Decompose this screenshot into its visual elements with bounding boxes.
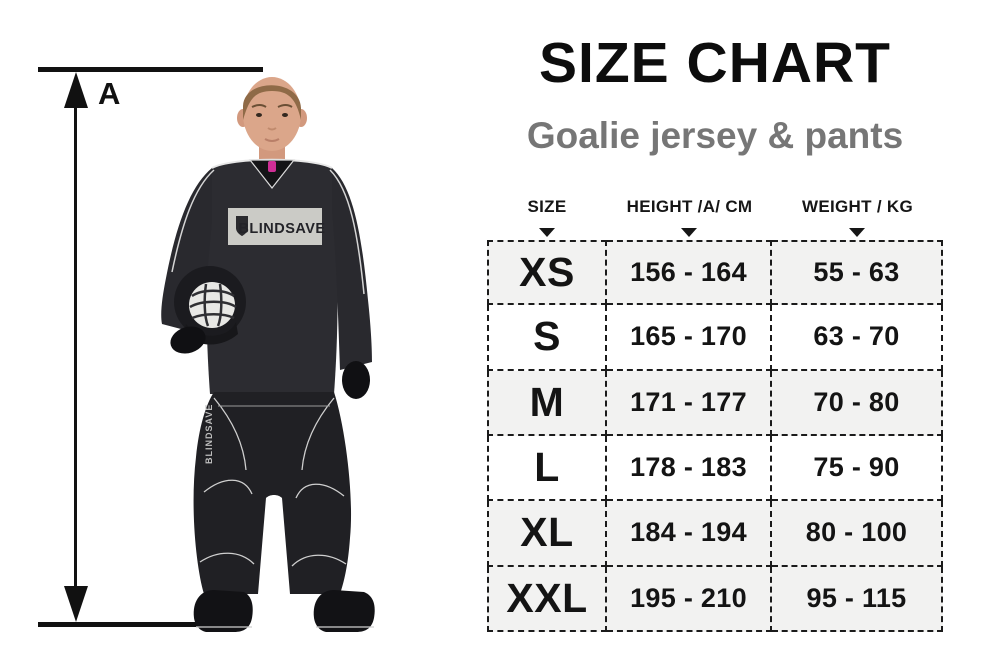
arrow-down-icon [64,586,88,622]
arrow-up-icon [64,72,88,108]
measure-bottom-line [38,622,216,627]
glove-left [342,361,370,399]
height-cell: 165 - 170 [607,305,772,371]
glove-right [170,326,206,354]
jersey-logo-text: BLINDSAVE [238,221,325,237]
collar-brand-icon [268,161,276,172]
weight-cell: 80 - 100 [772,501,943,567]
page-subtitle: Goalie jersey & pants [526,115,904,156]
size-cell: XS [487,240,607,306]
pants: BLINDSAVE [193,392,352,594]
column-header-height: HEIGHT /A/ CM [626,197,753,216]
shield-icon [236,216,248,236]
column-header-size: SIZE [527,197,567,216]
column-pointer-icon [539,228,555,237]
size-cell: XXL [487,566,607,632]
height-cell: 184 - 194 [607,501,772,567]
height-cell: 156 - 164 [607,240,772,306]
weight-cell: 95 - 115 [772,566,943,632]
goalie-photo: BLINDSAVE BLINDSAVE [161,77,375,632]
size-cell: S [487,305,607,371]
column-pointer-icon [681,228,697,237]
weight-cell: 55 - 63 [772,240,943,306]
head [237,77,307,151]
size-cell: L [487,436,607,502]
measure-vertical-line [74,104,77,590]
page-title: SIZE CHART [539,31,891,95]
height-cell: 195 - 210 [607,566,772,632]
measure-label: A [98,76,121,111]
size-table: XS 156 - 164 55 - 63 S 165 - 170 63 - 70… [487,240,943,632]
chest-logo-patch: BLINDSAVE [228,208,325,245]
column-pointer-icon [849,228,865,237]
hair [243,85,301,120]
v-neck-collar [248,159,296,189]
weight-cell: 63 - 70 [772,305,943,371]
size-cell: XL [487,501,607,567]
column-header-weight: WEIGHT / KG [802,197,913,216]
shoes [193,590,375,632]
jersey: BLINDSAVE [161,158,372,394]
pants-logo-text: BLINDSAVE [204,404,214,464]
sleeve-right [332,168,372,370]
measure-top-line [38,67,263,72]
size-cell: M [487,370,607,436]
helmet [174,266,246,345]
height-cell: 171 - 177 [607,370,772,436]
weight-cell: 75 - 90 [772,436,943,502]
height-cell: 178 - 183 [607,436,772,502]
weight-cell: 70 - 80 [772,370,943,436]
